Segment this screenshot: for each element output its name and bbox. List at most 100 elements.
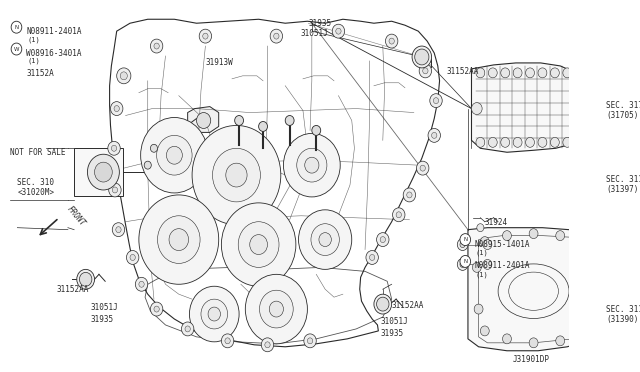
Circle shape [374,294,392,314]
Circle shape [307,338,313,344]
Text: N: N [15,25,19,30]
Text: 31051J: 31051J [300,29,328,38]
Circle shape [563,137,572,147]
Circle shape [525,68,534,78]
Text: N08911-2401A: N08911-2401A [474,262,530,270]
Text: 31935: 31935 [90,315,113,324]
Text: W08916-3401A: W08916-3401A [26,49,82,58]
Circle shape [428,128,440,142]
Circle shape [376,297,389,311]
Text: (1): (1) [28,58,41,64]
Circle shape [201,299,228,329]
Circle shape [141,118,208,193]
Text: 31152AA: 31152AA [56,285,89,294]
Circle shape [259,290,293,328]
Text: (31390): (31390) [606,315,639,324]
Circle shape [419,64,431,78]
Circle shape [417,161,429,175]
Circle shape [120,72,127,80]
Circle shape [578,330,587,340]
Circle shape [431,132,437,138]
Text: J31901DP: J31901DP [512,355,549,364]
Circle shape [111,145,116,151]
Circle shape [238,222,279,267]
Circle shape [513,137,522,147]
Circle shape [366,250,378,264]
Text: N: N [463,259,467,264]
Circle shape [474,304,483,314]
Circle shape [144,161,151,169]
Polygon shape [468,228,599,351]
Circle shape [130,254,135,260]
Circle shape [502,334,511,344]
Circle shape [538,68,547,78]
Circle shape [529,338,538,348]
Text: 31913W: 31913W [205,58,233,67]
Circle shape [208,307,220,321]
Circle shape [77,269,95,289]
Circle shape [422,68,428,74]
Circle shape [150,144,157,152]
Circle shape [135,277,148,291]
Circle shape [433,98,438,104]
Circle shape [458,238,468,250]
Circle shape [169,229,189,250]
Circle shape [481,326,489,336]
Circle shape [265,342,270,348]
Circle shape [476,68,484,78]
Text: (1): (1) [28,36,41,43]
Circle shape [500,68,509,78]
Circle shape [11,21,22,33]
Text: 31051J: 31051J [380,317,408,326]
Circle shape [483,259,492,269]
Text: 31152AA: 31152AA [392,301,424,310]
Circle shape [525,137,534,147]
Circle shape [221,334,234,348]
Circle shape [563,68,572,78]
Circle shape [127,250,139,264]
Text: SEC. 317: SEC. 317 [606,101,640,110]
Circle shape [185,326,190,332]
Circle shape [196,113,211,128]
Circle shape [212,148,260,202]
Circle shape [154,306,159,312]
Circle shape [154,43,159,49]
Text: N08915-1401A: N08915-1401A [474,240,530,248]
Polygon shape [472,63,594,152]
Circle shape [221,203,296,286]
Circle shape [285,116,294,125]
Circle shape [392,208,405,222]
Circle shape [369,254,375,260]
Polygon shape [74,148,123,196]
Circle shape [311,224,339,256]
Circle shape [556,231,564,241]
Circle shape [458,259,468,270]
Circle shape [199,29,212,43]
Circle shape [476,137,484,147]
Circle shape [274,33,279,39]
Text: 31924: 31924 [484,218,508,227]
Circle shape [250,235,268,254]
Circle shape [305,157,319,173]
Circle shape [261,338,274,352]
Circle shape [259,122,268,131]
Text: N08911-2401A: N08911-2401A [26,27,82,36]
Circle shape [420,165,426,171]
Text: NOT FOR SALE: NOT FOR SALE [10,148,66,157]
Circle shape [407,192,412,198]
Circle shape [477,224,484,232]
Circle shape [460,241,465,247]
Circle shape [396,212,401,218]
Circle shape [139,195,219,284]
Circle shape [157,216,200,263]
Circle shape [284,134,340,197]
Text: 31152AA: 31152AA [447,67,479,76]
Text: SEC. 311: SEC. 311 [606,175,640,184]
Circle shape [95,162,112,182]
Circle shape [488,137,497,147]
Circle shape [312,125,321,135]
Circle shape [203,33,208,39]
Circle shape [116,227,121,232]
Circle shape [529,229,538,238]
Circle shape [583,103,594,115]
